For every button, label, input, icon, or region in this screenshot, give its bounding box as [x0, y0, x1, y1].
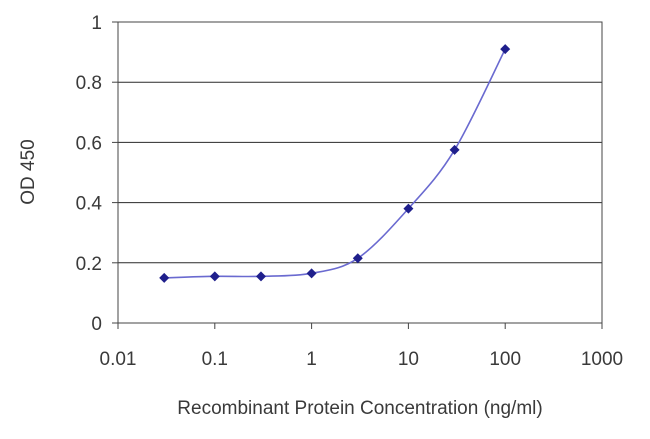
data-point	[403, 203, 414, 214]
plot-area-frame	[117, 21, 603, 324]
y-tick-label: 0.8	[76, 73, 102, 94]
y-axis-ticks: 0 0.2 0.4 0.6 0.8 1	[76, 13, 118, 335]
data-point	[306, 268, 317, 279]
x-tick-label: 100	[489, 349, 521, 370]
x-tick-label: 0.01	[100, 349, 137, 370]
x-tick-label: 1	[306, 349, 317, 370]
data-point	[209, 271, 220, 282]
y-tick-label: 0.4	[76, 194, 103, 215]
y-tick-label: 0.6	[76, 133, 102, 154]
x-axis-title: Recombinant Protein Concentration (ng/ml…	[177, 398, 542, 419]
fitted-curve	[164, 48, 506, 279]
y-tick-label: 1	[91, 13, 102, 34]
data-point	[500, 44, 511, 55]
y-tick-label: 0.2	[76, 254, 102, 275]
y-tick-label: 0	[91, 314, 102, 335]
x-axis-ticks: 0.01 0.1 1 10 100 1000	[100, 323, 623, 370]
x-tick-label: 0.1	[202, 349, 228, 370]
data-point	[159, 272, 170, 283]
curve-layer	[164, 48, 506, 279]
data-point	[255, 271, 266, 282]
x-tick-label: 10	[398, 349, 419, 370]
grid-layer	[118, 81, 602, 264]
data-point	[449, 144, 460, 155]
data-point	[352, 253, 363, 264]
y-axis-title: OD 450	[18, 139, 39, 204]
x-tick-label: 1000	[581, 349, 623, 370]
point-layer	[159, 44, 511, 283]
